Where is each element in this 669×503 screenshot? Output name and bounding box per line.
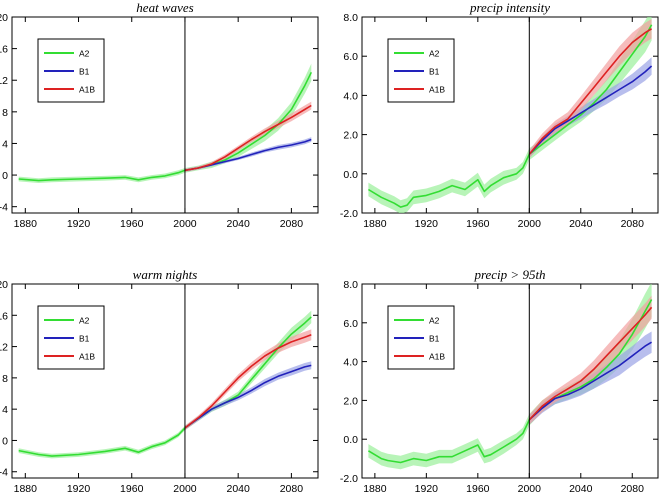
series-line-b1: [528, 341, 653, 421]
y-tick-label: 16: [0, 44, 8, 56]
chart-title: precip intensity: [469, 0, 550, 15]
y-tick-label: 8: [2, 373, 8, 385]
y-tick-label: 6.0: [343, 51, 358, 63]
y-tick-label: -4: [0, 202, 8, 214]
legend-label-a2: A2: [79, 316, 90, 326]
legend-label-b1: B1: [429, 334, 440, 344]
chart-title: precip > 95th: [473, 267, 545, 282]
y-tick-label: 8.0: [343, 12, 358, 24]
x-tick-label: 2000: [518, 218, 542, 230]
y-tick-label: 0.0: [343, 169, 358, 181]
series-line-a1b: [184, 104, 312, 172]
legend: A2 B1 A1B: [387, 38, 455, 103]
chart-title: warm nights: [133, 267, 198, 282]
series-band-b1: [185, 361, 312, 430]
legend-label-b1: B1: [79, 67, 90, 77]
legend-label-a2: A2: [429, 316, 440, 326]
chart-panel-precip-95th: precip > 95th 1880 1920 1960 2000 2040 2080 -2.…: [340, 267, 659, 495]
y-tick-label: 4.0: [343, 90, 358, 102]
plot-frame: [11, 283, 319, 479]
x-tick-label: 1880: [363, 218, 387, 230]
x-tick-label: 1920: [67, 218, 91, 230]
y-tick-label: 20: [0, 12, 8, 24]
y-tick-label: 12: [0, 75, 8, 87]
legend: A2 B1 A1B: [37, 38, 105, 103]
series-line-a1b: [184, 334, 312, 429]
x-tick-label: 1960: [120, 483, 144, 495]
x-tick-label: 2040: [226, 483, 250, 495]
series-line-a2: [367, 299, 653, 464]
y-tick-label: 4: [2, 138, 8, 150]
y-tick-label: -2.0: [340, 208, 358, 220]
series-line-b1: [528, 65, 653, 155]
x-tick-label: 2080: [280, 218, 304, 230]
plot-frame: [11, 16, 319, 214]
x-tick-label: 1960: [120, 218, 144, 230]
x-tick-label: 2040: [226, 218, 250, 230]
x-tick-label: 2080: [280, 483, 304, 495]
chart-panel-warm-nights: warm nights 1880 1920 1960 2000 2040 2080 -4 0 4 8…: [0, 267, 319, 495]
y-tick-label: -2.0: [340, 473, 358, 485]
y-tick-label: 0: [2, 170, 8, 182]
x-tick-label: 2040: [569, 218, 593, 230]
legend-label-a1b: A1B: [429, 352, 445, 362]
legend-label-b1: B1: [429, 67, 440, 77]
x-tick-label: 2080: [621, 218, 645, 230]
x-tick-label: 1880: [363, 483, 387, 495]
y-tick-label: 20: [0, 279, 8, 291]
x-tick-label: 1880: [14, 483, 38, 495]
y-tick-label: 16: [0, 310, 8, 322]
chart-title: heat waves: [136, 0, 193, 15]
y-tick-label: 8.0: [343, 279, 358, 291]
series-line-a2: [367, 24, 653, 208]
legend-label-a2: A2: [429, 49, 440, 59]
x-tick-label: 2040: [569, 483, 593, 495]
chart-panel-precip-intensity: precip intensity 1880 1920 1960 2000 2040 2080…: [340, 0, 659, 230]
x-tick-label: 1920: [67, 483, 91, 495]
legend-label-a1b: A1B: [79, 85, 95, 95]
legend: A2 B1 A1B: [387, 305, 455, 370]
y-tick-label: 4.0: [343, 357, 358, 369]
plot-area: [367, 284, 653, 470]
series-band-a2: [368, 17, 652, 213]
chart-panel-heat-waves: heat waves 1880 1920 1960 2000 2040 2080 -4 0 4 8 1…: [0, 0, 319, 230]
x-tick-label: 1960: [466, 218, 490, 230]
x-tick-label: 2000: [518, 483, 542, 495]
plot-frame: [361, 16, 659, 214]
x-tick-label: 1920: [415, 483, 439, 495]
legend: A2 B1 A1B: [37, 305, 105, 370]
plot-frame: [361, 283, 659, 479]
y-tick-label: 12: [0, 342, 8, 354]
y-tick-label: 0.0: [343, 434, 358, 446]
legend-label-a2: A2: [79, 49, 90, 59]
x-tick-label: 1920: [415, 218, 439, 230]
x-tick-label: 1880: [14, 218, 38, 230]
y-tick-label: 0: [2, 435, 8, 447]
legend-label-b1: B1: [79, 334, 90, 344]
x-tick-label: 2000: [173, 483, 197, 495]
x-tick-label: 2080: [621, 483, 645, 495]
series-line-b1: [184, 364, 312, 429]
legend-label-a1b: A1B: [79, 352, 95, 362]
series-line-a1b: [528, 28, 653, 155]
x-tick-label: 2000: [173, 218, 197, 230]
y-tick-label: -4: [0, 467, 8, 479]
series-line-a1b: [528, 306, 653, 421]
y-tick-label: 2.0: [343, 130, 358, 142]
y-tick-label: 4: [2, 404, 8, 416]
plot-area: [367, 17, 653, 213]
x-tick-label: 1960: [466, 483, 490, 495]
legend-label-a1b: A1B: [429, 85, 445, 95]
series-band-a1b: [529, 295, 652, 425]
y-tick-label: 6.0: [343, 318, 358, 330]
y-tick-label: 2.0: [343, 395, 358, 407]
y-tick-label: 8: [2, 107, 8, 119]
